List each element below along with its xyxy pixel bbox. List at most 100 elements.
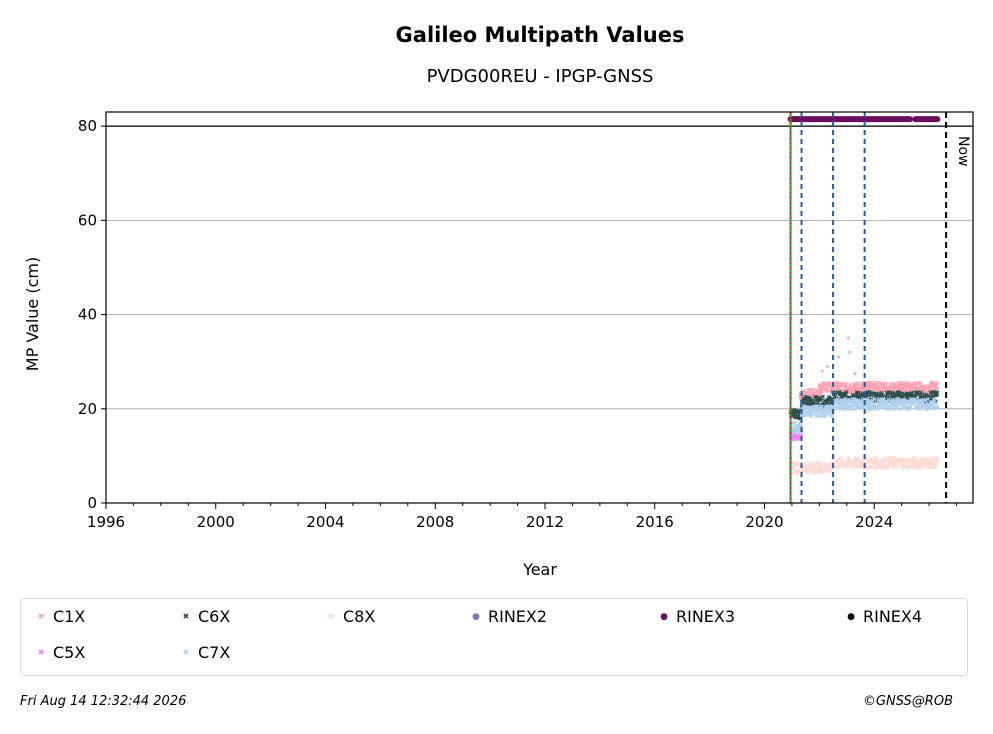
data-point-c1x — [911, 386, 916, 391]
data-point-c8x — [818, 461, 823, 466]
x-tick-label: 2012 — [526, 513, 564, 531]
legend: ✖ C1X ✖ C6X ✖ C8X ● RINEX2 ● RINEX3 ● RINEX4 ✖ C5X ✖ C7… — [20, 598, 968, 676]
y-tick-label: 80 — [78, 117, 97, 135]
data-point-c8x — [865, 460, 870, 465]
data-point-c1x — [819, 390, 824, 395]
x-marker-icon: ✖ — [327, 611, 335, 621]
data-point-c6x — [844, 389, 849, 394]
data-point-c1x — [934, 387, 939, 392]
data-point-c1x — [853, 372, 857, 375]
data-point-c7x — [923, 398, 928, 403]
data-point-c1x — [848, 350, 851, 354]
data-point-c7x — [935, 405, 940, 410]
plot-area: 0 20 40 60 80 1996 2000 2004 2008 2012 2016 2020 202… — [78, 111, 974, 531]
data-point-c6x — [820, 394, 825, 399]
data-point-c1x — [837, 355, 840, 359]
legend-label: C6X — [198, 607, 231, 626]
data-point-c7x — [848, 407, 853, 412]
legend-item-c7x: ✖ C7X — [174, 643, 231, 662]
data-point-c1x — [932, 381, 937, 386]
x-marker-icon: ✖ — [182, 611, 190, 621]
legend-item-c8x: ✖ C8X — [319, 607, 376, 626]
data-point-c7x — [844, 401, 849, 406]
data-point-c7x — [932, 397, 937, 402]
dot-marker-icon: ● — [472, 611, 480, 622]
data-point-c7x — [883, 399, 889, 404]
legend-label: C1X — [53, 607, 86, 626]
data-point-c7x — [872, 397, 877, 402]
data-point-c8x — [934, 462, 939, 468]
data-point-c1x — [851, 390, 856, 395]
data-point-c7x — [792, 420, 797, 425]
data-point-c6x — [880, 392, 885, 397]
data-point-c8x — [816, 470, 821, 475]
legend-label: C5X — [53, 643, 86, 662]
y-axis-label: MP Value (cm) — [23, 257, 42, 371]
data-point-c1x — [915, 381, 920, 386]
data-point-c6x — [935, 390, 940, 395]
legend-item-rinex2: ● RINEX2 — [464, 607, 547, 626]
data-point-c7x — [839, 398, 844, 403]
data-point-c8x — [802, 463, 807, 468]
data-point-c7x — [894, 406, 899, 411]
data-point-c7x — [870, 398, 875, 403]
x-marker-icon: ✖ — [37, 647, 45, 657]
data-point-c7x — [877, 405, 882, 410]
data-point-c8x — [895, 464, 900, 469]
data-point-c8x — [882, 456, 887, 461]
legend-label: RINEX4 — [863, 607, 923, 626]
data-point-c8x — [911, 461, 916, 466]
data-point-c8x — [856, 457, 861, 462]
y-tick-label: 20 — [78, 400, 97, 418]
data-point-c1x — [820, 369, 824, 373]
y-tick-label: 60 — [78, 211, 97, 229]
x-marker-icon: ✖ — [182, 647, 190, 657]
legend-item-rinex4: ● RINEX4 — [839, 607, 922, 626]
data-point-c6x — [816, 400, 821, 405]
legend-label: C7X — [198, 643, 231, 662]
x-axis-label: Year — [522, 560, 557, 579]
legend-label: C8X — [343, 607, 376, 626]
legend-item-c5x: ✖ C5X — [29, 643, 86, 662]
data-point-c8x — [839, 455, 844, 461]
y-tick-label: 40 — [78, 306, 97, 324]
data-point-c7x — [821, 410, 826, 415]
data-point-c1x — [825, 387, 831, 392]
data-point-c1x — [905, 380, 910, 385]
data-point-c1x — [883, 381, 889, 386]
data-point-c8x — [892, 465, 897, 470]
x-marker-icon: ✖ — [37, 611, 45, 621]
legend-label: RINEX3 — [676, 607, 736, 626]
x-tick-label: 2020 — [745, 513, 783, 531]
data-point-c1x — [874, 380, 879, 385]
data-point-c8x — [886, 465, 891, 470]
chart-title: Galileo Multipath Values — [396, 23, 685, 47]
x-tick-label: 2024 — [855, 513, 893, 531]
x-tick-label: 1996 — [87, 513, 125, 531]
data-point-c8x — [935, 457, 940, 462]
data-point-c1x — [817, 393, 822, 398]
data-point-c8x — [812, 466, 817, 471]
chart-subtitle: PVDG00REU - IPGP-GNSS — [427, 66, 654, 87]
data-point-c8x — [806, 470, 811, 475]
data-point-c1x — [826, 364, 829, 368]
legend-label: RINEX2 — [488, 607, 548, 626]
data-point-c7x — [925, 397, 930, 402]
y-tick-label: 0 — [87, 494, 97, 512]
timestamp: Fri Aug 14 12:32:44 2026 — [20, 694, 187, 709]
data-point-c8x — [870, 464, 875, 469]
dot-marker-icon: ● — [660, 611, 668, 622]
data-point-c1x — [854, 384, 859, 389]
data-point-c1x — [892, 381, 897, 386]
copyright: ©GNSS@ROB — [862, 694, 953, 709]
data-point-c1x — [846, 336, 850, 340]
data-point-c7x — [884, 401, 889, 406]
data-point-c7x — [799, 424, 804, 429]
data-point-c8x — [809, 463, 814, 468]
legend-item-c6x: ✖ C6X — [174, 607, 231, 626]
x-tick-label: 2016 — [636, 513, 674, 531]
data-point-c1x — [843, 382, 849, 387]
data-point-c7x — [932, 401, 938, 406]
data-point-c7x — [817, 407, 822, 412]
